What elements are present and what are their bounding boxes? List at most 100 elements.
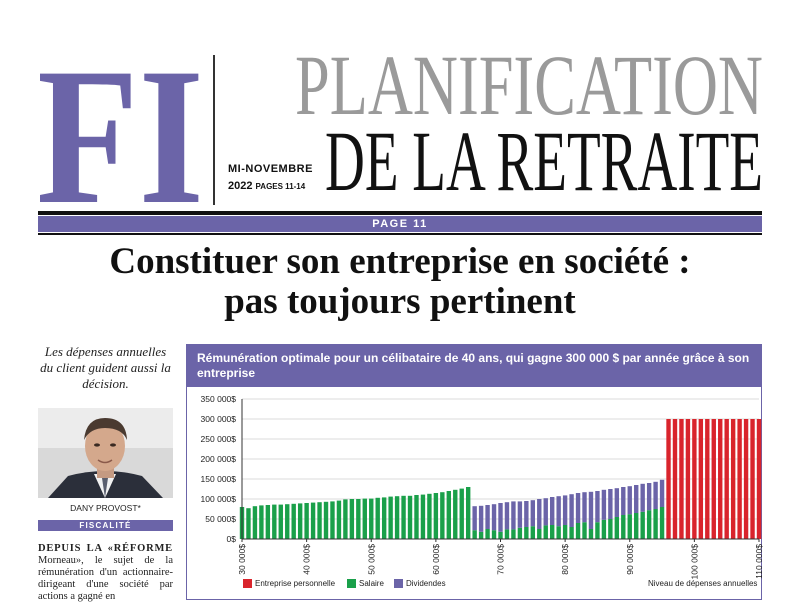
bar-salaire	[440, 492, 445, 539]
bar-entreprise-personnelle	[750, 419, 755, 539]
chart-title: Rémunération optimale pour un célibatair…	[187, 345, 761, 387]
bar-dividendes	[569, 494, 574, 527]
masthead-divider	[213, 55, 215, 205]
bar-dividendes	[640, 483, 645, 512]
bar-dividendes	[550, 497, 555, 525]
bar-salaire	[621, 515, 626, 539]
bar-salaire	[491, 530, 497, 539]
bar-salaire	[401, 495, 406, 539]
legend-item-salaire: Salaire	[347, 579, 384, 589]
bar-salaire	[323, 501, 329, 539]
bar-dividendes	[634, 485, 639, 513]
bar-salaire	[446, 491, 451, 539]
article-body-lead: DEPUIS LA «RÉFORME	[38, 543, 173, 554]
legend-item-entreprise: Entreprise personnelle	[243, 579, 335, 589]
masthead-title-line2: DE LA RETRAITE	[325, 118, 763, 198]
bar-dividendes	[608, 489, 613, 519]
masthead-title-line1: PLANIFICATION	[295, 42, 763, 122]
bar-dividendes	[498, 503, 503, 532]
bar-salaire	[556, 526, 561, 539]
remuneration-chart: 0$ 50 000$ 100 000$ 150 000$ 200 000$ 250 000…	[201, 394, 763, 579]
fi-logo: FI	[40, 38, 200, 208]
bar-salaire	[608, 519, 613, 539]
bar-dividendes	[621, 487, 626, 515]
bar-dividendes	[575, 493, 581, 523]
bar-salaire	[465, 487, 471, 539]
bar-salaire	[394, 496, 400, 539]
bar-salaire	[575, 523, 581, 539]
legend-swatch-red	[243, 579, 252, 589]
chart-panel: Rémunération optimale pour un célibatair…	[186, 344, 763, 600]
bar-salaire	[646, 510, 652, 539]
x-axis-label: Niveau de dépenses annuelles	[648, 579, 758, 588]
issue-date: MI-NOVEMBRE	[228, 163, 313, 175]
bar-salaire	[530, 526, 536, 539]
bar-salaire	[362, 498, 367, 539]
article-headline: Constituer son entreprise en société : p…	[0, 242, 800, 322]
bar-dividendes	[659, 479, 665, 507]
bar-salaire	[498, 531, 503, 539]
bar-salaire	[595, 522, 600, 539]
bar-salaire	[297, 503, 303, 539]
x-tick-label: 30 000$	[237, 544, 247, 575]
legend-label-dividendes: Dividendes	[406, 579, 446, 588]
bar-salaire	[330, 501, 335, 539]
bar-salaire	[278, 504, 283, 539]
bar-salaire	[485, 529, 490, 539]
chart-axes: 0$ 50 000$ 100 000$ 150 000$ 200 000$ 250 000…	[201, 394, 763, 579]
issue-pages: PAGES 11-14	[255, 182, 306, 191]
bar-salaire	[659, 507, 665, 539]
bar-dividendes	[478, 505, 484, 532]
page-label-bar: PAGE 11	[38, 216, 762, 232]
x-tick-label: 110 000$	[754, 544, 763, 579]
bar-salaire	[272, 504, 277, 539]
bar-dividendes	[517, 501, 523, 528]
bar-salaire	[388, 496, 393, 539]
bar-salaire	[246, 508, 251, 539]
bar-salaire	[336, 500, 342, 539]
bar-dividendes	[556, 496, 561, 527]
author-portrait-image	[38, 408, 173, 498]
bar-salaire	[640, 511, 645, 539]
bar-entreprise-personnelle	[679, 419, 684, 539]
bar-salaire	[517, 527, 523, 539]
legend-swatch-green	[347, 579, 356, 589]
page-label: PAGE 11	[372, 218, 428, 230]
bar-salaire	[420, 494, 426, 539]
masthead-rule-top	[38, 211, 762, 215]
bar-salaire	[349, 499, 355, 539]
bar-entreprise-personnelle	[692, 419, 697, 539]
bar-dividendes	[588, 491, 594, 529]
legend-item-dividendes: Dividendes	[394, 579, 446, 589]
bar-entreprise-personnelle	[698, 419, 704, 539]
bar-salaire	[291, 503, 296, 539]
bar-dividendes	[530, 500, 536, 527]
bar-salaire	[343, 499, 348, 539]
bar-entreprise-personnelle	[718, 419, 723, 539]
bar-salaire	[614, 517, 620, 539]
x-tick-label: 100 000$	[689, 544, 699, 580]
bar-entreprise-personnelle	[711, 419, 716, 539]
issue-year-pages: 2022 PAGES 11-14	[228, 180, 305, 192]
bar-salaire	[543, 525, 548, 539]
bar-entreprise-personnelle	[737, 419, 742, 539]
y-tick-label: 350 000$	[201, 394, 237, 404]
bar-salaire	[524, 527, 529, 539]
bar-entreprise-personnelle	[666, 419, 671, 539]
x-tick-label: 50 000$	[366, 544, 376, 575]
bar-dividendes	[485, 505, 490, 529]
bar-salaire	[285, 504, 290, 539]
bar-salaire	[504, 529, 510, 539]
bar-dividendes	[653, 481, 658, 509]
issue-year: 2022	[228, 180, 253, 192]
bar-entreprise-personnelle	[685, 419, 691, 539]
pull-quote: Les dépenses annuelles du client guident…	[40, 344, 171, 391]
bar-dividendes	[601, 489, 607, 520]
y-tick-label: 0$	[227, 534, 237, 544]
bar-salaire	[265, 505, 271, 539]
bar-salaire	[427, 493, 432, 539]
bar-salaire	[414, 495, 419, 539]
bar-salaire	[369, 498, 374, 539]
bar-salaire	[375, 497, 380, 539]
bar-salaire	[601, 519, 607, 539]
